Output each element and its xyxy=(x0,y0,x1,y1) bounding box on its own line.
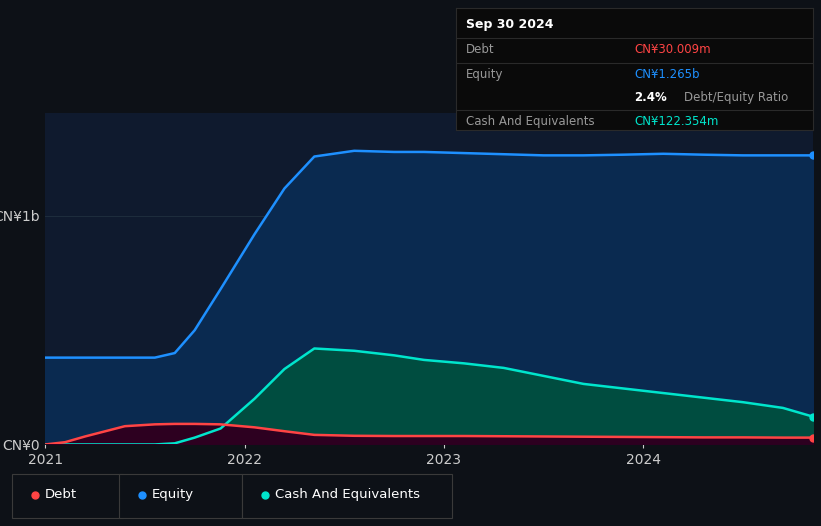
Text: Debt: Debt xyxy=(466,43,495,56)
Text: Cash And Equivalents: Cash And Equivalents xyxy=(466,115,595,128)
Text: Sep 30 2024: Sep 30 2024 xyxy=(466,18,554,31)
Text: Debt/Equity Ratio: Debt/Equity Ratio xyxy=(684,92,788,104)
FancyBboxPatch shape xyxy=(242,474,452,518)
Text: 2.4%: 2.4% xyxy=(635,92,667,104)
Text: Equity: Equity xyxy=(466,68,504,81)
Text: CN¥122.354m: CN¥122.354m xyxy=(635,115,718,128)
Text: Debt: Debt xyxy=(45,488,77,501)
Text: Equity: Equity xyxy=(152,488,194,501)
Text: CN¥30.009m: CN¥30.009m xyxy=(635,43,711,56)
Text: CN¥1.265b: CN¥1.265b xyxy=(635,68,699,81)
Text: Cash And Equivalents: Cash And Equivalents xyxy=(275,488,420,501)
FancyBboxPatch shape xyxy=(12,474,123,518)
FancyBboxPatch shape xyxy=(119,474,242,518)
